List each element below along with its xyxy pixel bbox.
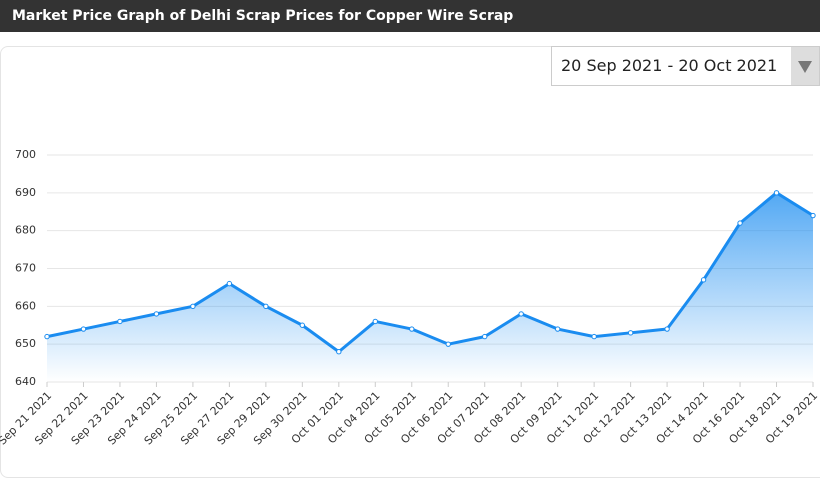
point (810, 212, 816, 219)
arrow-icon (798, 61, 812, 73)
point (627, 330, 634, 336)
dropdown-arrow[interactable] (791, 47, 819, 85)
point (591, 333, 597, 340)
point (263, 303, 269, 310)
point (80, 326, 87, 332)
y-tick-label: 660 (15, 299, 36, 312)
point (445, 341, 451, 347)
line (46, 191, 814, 354)
point (44, 333, 50, 340)
point (518, 311, 524, 317)
y-tick-label: 670 (15, 262, 36, 275)
point (482, 333, 488, 340)
point (336, 349, 342, 355)
date-range-text: 20 Sep 2021 - 20 Oct 2021 (561, 56, 778, 75)
point (190, 303, 196, 310)
y-tick-label: 650 (15, 337, 36, 350)
point (226, 280, 233, 287)
y-tick-label: 640 (15, 375, 36, 388)
point (117, 318, 123, 325)
point (773, 190, 780, 196)
point (700, 277, 707, 283)
point (664, 326, 670, 332)
point (737, 220, 743, 226)
y-tick-label: 680 (15, 224, 36, 237)
point (554, 326, 561, 332)
point (153, 311, 160, 317)
y-tick-label: 700 (15, 148, 36, 161)
point (299, 322, 306, 328)
point (409, 326, 415, 332)
date-range-select[interactable]: 20 Sep 2021 - 20 Oct 2021 (551, 46, 820, 86)
point (372, 318, 378, 325)
header-title: Market Price Graph of Delhi Scrap Prices… (0, 0, 820, 32)
y-tick-label: 690 (15, 186, 36, 199)
